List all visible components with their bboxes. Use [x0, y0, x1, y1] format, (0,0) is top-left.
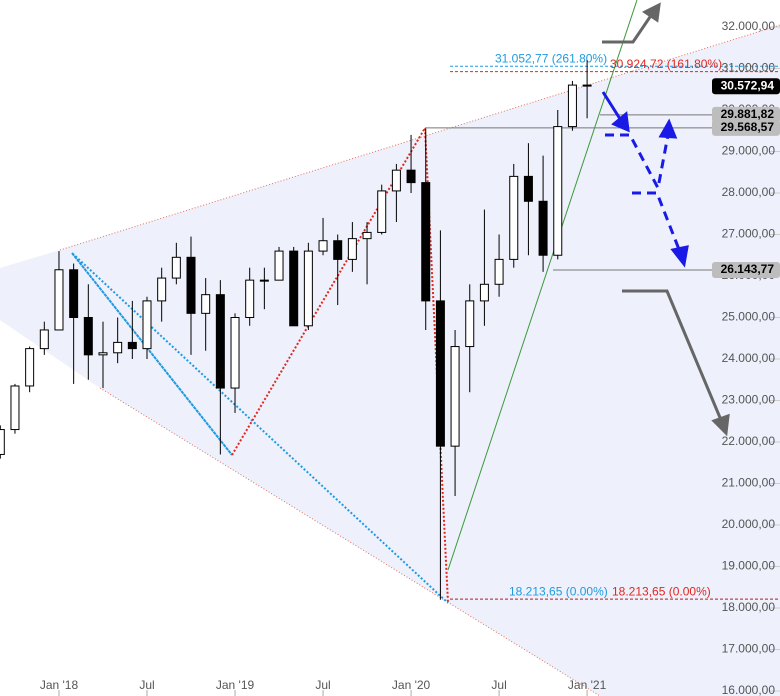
arrow	[632, 191, 682, 253]
y-tick-label: 29.000,00	[722, 144, 776, 158]
y-tick-label: 18.000,00	[722, 600, 776, 614]
candle-body	[127, 341, 137, 350]
price-tag-label: 30.572,94	[721, 78, 775, 92]
y-tick-label: 19.000,00	[722, 559, 776, 573]
channel-lower	[99, 387, 601, 696]
arrow	[605, 133, 670, 193]
candle-body	[0, 429, 5, 455]
fib-label: 18.213,65 (0.00%)	[612, 584, 711, 598]
price-tag	[712, 262, 780, 279]
x-tick-label: Jan '19	[216, 678, 255, 692]
candle-body	[157, 277, 167, 302]
y-tick-label: 16.000,00	[722, 683, 776, 696]
candle-body	[567, 84, 577, 128]
axes: 16.000,00 17.000,00 18.000,00 19.000,00 20.0…	[40, 19, 780, 696]
y-tick-label: 20.000,00	[722, 517, 776, 531]
candle-body	[347, 238, 357, 260]
candle-body	[538, 200, 548, 256]
candle-body	[201, 294, 211, 314]
candle-body	[215, 294, 225, 389]
candle-body	[377, 190, 387, 233]
candle-body	[465, 300, 475, 348]
fib-label: 31.052,77 (261.80%)	[495, 51, 607, 65]
candle-body	[509, 175, 519, 260]
candle-body	[303, 250, 313, 327]
fib-label: 30.924,72 (161.80%)	[610, 57, 722, 71]
candle-body	[69, 269, 79, 318]
candle-body	[259, 279, 269, 282]
candle-body	[479, 283, 489, 302]
y-tick-label: 22.000,00	[722, 434, 776, 448]
scenario-arrows	[602, 2, 730, 437]
candle-body	[98, 352, 108, 356]
candle-body	[39, 329, 49, 350]
arrowhead	[642, 2, 661, 23]
candle-body	[186, 256, 196, 314]
price-tag	[712, 78, 780, 95]
candle-body	[333, 240, 343, 260]
levels: 31.052,77 (261.80%) 30.924,72 (161.80%) 18…	[425, 51, 780, 600]
arrow	[602, 13, 654, 44]
y-tick-label: 32.000,00	[722, 19, 776, 33]
candle-body	[10, 385, 20, 431]
arrow	[601, 91, 624, 123]
y-tick-label: 24.000,00	[722, 351, 776, 365]
candle-body	[113, 341, 123, 354]
candle-body	[450, 346, 460, 447]
fib-label: 18.213,65 (0.00%)	[509, 584, 608, 598]
candle-body	[494, 258, 504, 285]
x-tick-label: Jan '18	[40, 678, 79, 692]
fib-blue-lines	[71, 252, 449, 604]
candle-body	[362, 231, 372, 240]
arrowhead	[670, 245, 689, 268]
y-tick-label: 27.000,00	[722, 227, 776, 241]
arrow	[622, 289, 723, 421]
x-tick-label: Jul	[491, 678, 506, 692]
candle-body	[318, 240, 328, 252]
candle-body	[245, 279, 255, 318]
candle-body	[523, 175, 533, 202]
arrowhead	[658, 118, 678, 139]
candles	[0, 60, 592, 600]
x-tick-label: Jan '21	[568, 678, 607, 692]
candle-body	[553, 126, 563, 256]
price-tag-label: 29.568,57	[721, 120, 775, 134]
candle-body	[435, 300, 445, 447]
y-tick-label: 31.000,00	[722, 61, 776, 75]
candle-body	[230, 316, 240, 389]
candle-body	[289, 250, 299, 327]
price-tag-label: 26.143,77	[721, 262, 775, 276]
candle-body	[171, 256, 181, 279]
y-tick-label: 21.000,00	[722, 476, 776, 490]
y-tick-label: 17.000,00	[722, 642, 776, 656]
price-tag	[712, 119, 780, 136]
candle-body	[54, 269, 64, 331]
forecast-arrows	[601, 91, 689, 268]
price-tag-label: 29.881,82	[721, 107, 775, 121]
arrowhead	[611, 111, 630, 133]
channel-shade	[0, 25, 780, 696]
candle-body	[83, 316, 93, 356]
candle-body	[391, 169, 401, 192]
arrowhead	[711, 413, 730, 437]
y-tick-label: 25.000,00	[722, 310, 776, 324]
candle-body	[421, 182, 431, 302]
candle-body	[582, 84, 592, 87]
price-tag	[712, 106, 780, 123]
candle-body	[142, 300, 152, 350]
candle-body	[406, 169, 416, 184]
x-tick-label: Jan '20	[392, 678, 431, 692]
candle-body	[274, 250, 284, 281]
y-tick-label: 28.000,00	[722, 185, 776, 199]
x-tick-label: Jul	[139, 678, 154, 692]
candle-body	[25, 348, 35, 387]
x-tick-label: Jul	[315, 678, 330, 692]
y-tick-label: 23.000,00	[722, 393, 776, 407]
